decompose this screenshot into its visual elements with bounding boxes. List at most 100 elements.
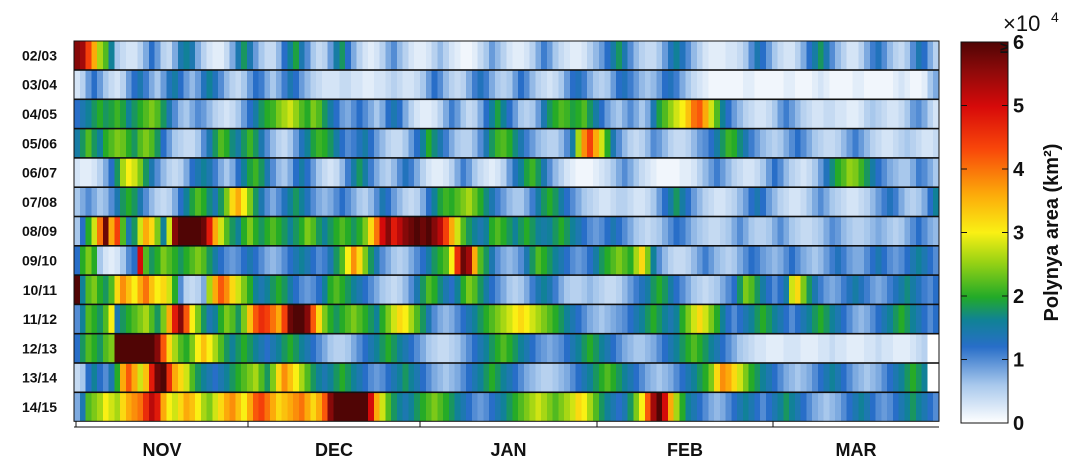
heatmap-cell bbox=[575, 187, 583, 217]
heatmap-cell bbox=[587, 304, 594, 334]
heatmap-cell bbox=[310, 187, 317, 217]
heatmap-cell bbox=[500, 392, 508, 422]
heatmap-cell bbox=[281, 128, 288, 158]
heatmap-cell bbox=[835, 246, 842, 275]
heatmap-cell bbox=[183, 392, 190, 422]
heatmap-cell bbox=[731, 158, 738, 187]
heatmap-cell bbox=[679, 363, 686, 392]
heatmap-cell bbox=[598, 334, 606, 363]
heatmap-cell bbox=[241, 246, 248, 275]
heatmap-cell bbox=[368, 70, 375, 99]
heatmap-cell bbox=[206, 216, 213, 246]
colorbar-tick-label: 4 bbox=[1013, 159, 1025, 181]
heatmap-cell bbox=[160, 334, 167, 363]
heatmap-cell bbox=[120, 363, 127, 392]
heatmap-cell bbox=[489, 392, 496, 422]
heatmap-cell bbox=[195, 158, 202, 187]
heatmap-cell bbox=[598, 363, 606, 392]
heatmap-cell bbox=[806, 363, 813, 392]
heatmap-cell bbox=[91, 304, 98, 334]
heatmap-cell bbox=[892, 70, 900, 99]
heatmap-cell bbox=[333, 99, 340, 129]
heatmap-cell bbox=[777, 128, 784, 158]
heatmap-cell bbox=[927, 246, 934, 275]
heatmap-cell bbox=[679, 41, 686, 70]
heatmap-cell bbox=[610, 275, 617, 305]
heatmap-cell bbox=[114, 41, 121, 70]
heatmap-cell bbox=[569, 70, 577, 99]
heatmap-cell bbox=[373, 363, 381, 392]
heatmap-cell bbox=[252, 158, 260, 187]
heatmap-cell bbox=[910, 128, 917, 158]
heatmap-cell bbox=[852, 70, 859, 99]
heatmap-cell bbox=[223, 99, 231, 129]
heatmap-cell bbox=[558, 99, 565, 129]
heatmap-cell bbox=[264, 70, 271, 99]
heatmap-cell bbox=[235, 392, 242, 422]
heatmap-cell bbox=[160, 304, 167, 334]
row-frame bbox=[73, 362, 940, 393]
heatmap-cell bbox=[742, 216, 750, 246]
heatmap-cell bbox=[448, 128, 456, 158]
heatmap-cell bbox=[846, 41, 854, 70]
heatmap-cell bbox=[368, 216, 375, 246]
heatmap-cell bbox=[644, 216, 652, 246]
heatmap-cell bbox=[731, 216, 738, 246]
heatmap-cell bbox=[200, 128, 208, 158]
heatmap-cell bbox=[494, 158, 502, 187]
heatmap-cell bbox=[166, 158, 173, 187]
heatmap-cell bbox=[714, 70, 721, 99]
heatmap-cell bbox=[223, 187, 231, 217]
heatmap-cell bbox=[437, 158, 444, 187]
heatmap-cell bbox=[200, 246, 208, 275]
heatmap-cell bbox=[564, 99, 571, 129]
heatmap-cell bbox=[316, 334, 323, 363]
heatmap-cell bbox=[667, 158, 675, 187]
heatmap-cell bbox=[391, 334, 398, 363]
heatmap-cell bbox=[362, 99, 369, 129]
heatmap-cell bbox=[396, 70, 404, 99]
heatmap-cell bbox=[74, 99, 81, 129]
heatmap-cell bbox=[425, 41, 433, 70]
heatmap-cell bbox=[915, 275, 923, 305]
heatmap-cell bbox=[247, 158, 254, 187]
heatmap-cell bbox=[754, 392, 761, 422]
heatmap-cell bbox=[379, 363, 386, 392]
heatmap-cell bbox=[102, 128, 110, 158]
heatmap-cell bbox=[483, 246, 490, 275]
heatmap-cell bbox=[610, 128, 617, 158]
heatmap-cell bbox=[281, 363, 288, 392]
heatmap-cell bbox=[131, 128, 139, 158]
heatmap-cell bbox=[97, 392, 104, 422]
heatmap-cell bbox=[766, 99, 773, 129]
heatmap-cell bbox=[569, 363, 577, 392]
heatmap-cell bbox=[131, 334, 139, 363]
heatmap-cell bbox=[725, 158, 732, 187]
heatmap-cell bbox=[91, 392, 98, 422]
heatmap-cell bbox=[143, 41, 150, 70]
heatmap-cell bbox=[783, 70, 790, 99]
heatmap-cell bbox=[633, 363, 640, 392]
heatmap-cell bbox=[229, 246, 237, 275]
heatmap-cell bbox=[154, 275, 162, 305]
heatmap-cell bbox=[333, 158, 340, 187]
heatmap-cell bbox=[483, 275, 490, 305]
heatmap-cell bbox=[650, 70, 658, 99]
heatmap-cell bbox=[500, 187, 508, 217]
colorbar-tick-label: 3 bbox=[1013, 223, 1024, 245]
heatmap-cell bbox=[304, 187, 312, 217]
heatmap-cell bbox=[898, 99, 905, 129]
heatmap-cell bbox=[679, 275, 686, 305]
heatmap-cell bbox=[823, 216, 831, 246]
heatmap-cell bbox=[587, 216, 594, 246]
heatmap-cell bbox=[719, 216, 727, 246]
heatmap-cell bbox=[229, 158, 237, 187]
heatmap-cell bbox=[800, 363, 807, 392]
heatmap-cell bbox=[927, 70, 934, 99]
heatmap-cell bbox=[391, 158, 398, 187]
heatmap-cell bbox=[662, 158, 669, 187]
heatmap-cell bbox=[696, 187, 704, 217]
heatmap-cell bbox=[177, 363, 185, 392]
heatmap-cell bbox=[616, 392, 623, 422]
heatmap-cell bbox=[685, 158, 692, 187]
